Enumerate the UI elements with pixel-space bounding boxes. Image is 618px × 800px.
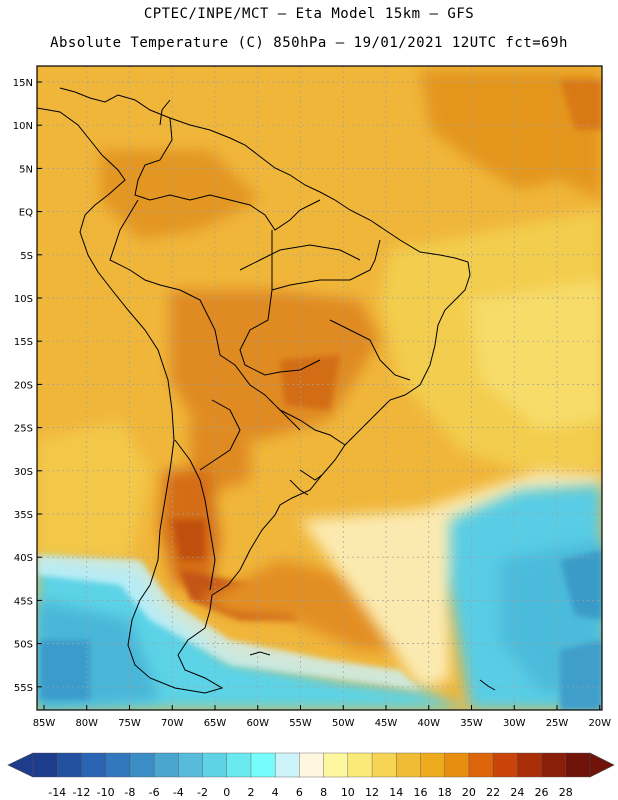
latitude-label: 15N [13, 78, 33, 89]
colorbar-swatch [81, 752, 107, 778]
latitude-label: 20S [14, 380, 33, 391]
temperature-field [37, 66, 602, 710]
map-frame [36, 65, 603, 711]
latitude-label: 10S [14, 294, 33, 305]
colorbar: -14 -12 -10 -8 -6 -4 -2 0 2 4 6 8 10 12 14 16 18 20 22 24 26… [7, 752, 615, 799]
latitude-label: 35S [14, 510, 33, 521]
colorbar-swatch [153, 752, 179, 778]
colorbar-label: -6 [149, 786, 160, 799]
colorbar-swatch [105, 752, 131, 778]
colorbar-label: 24 [510, 786, 524, 799]
latitude-label: 40S [14, 553, 33, 564]
colorbar-swatch [371, 752, 397, 778]
colorbar-label: 2 [247, 786, 254, 799]
colorbar-swatch [299, 752, 325, 778]
colorbar-swatch [517, 752, 543, 778]
colorbar-swatch [492, 752, 518, 778]
longitude-label: 60W [246, 718, 269, 729]
graticule [37, 66, 602, 710]
latitude-label: 50S [14, 640, 33, 651]
colorbar-label: 26 [535, 786, 549, 799]
colorbar-swatch [323, 752, 349, 778]
colorbar-swatch [274, 752, 300, 778]
colorbar-label: 0 [223, 786, 230, 799]
coastlines [37, 87, 496, 694]
colorbar-swatch [250, 752, 276, 778]
latitude-label: 45S [14, 596, 33, 607]
colorbar-swatch [541, 752, 567, 778]
colorbar-label: 20 [462, 786, 476, 799]
colorbar-swatch [129, 752, 155, 778]
colorbar-swatch [57, 752, 82, 778]
map-subtitle: Absolute Temperature (C) 850hPa – 19/01/… [50, 35, 568, 51]
colorbar-label: 12 [365, 786, 379, 799]
longitude-label: 20W [588, 718, 611, 729]
latitude-label: 25S [14, 424, 33, 435]
latitude-label: EQ [19, 208, 33, 219]
longitude-label: 35W [460, 718, 483, 729]
colorbar-label: -14 [48, 786, 66, 799]
colorbar-label: 8 [320, 786, 327, 799]
colorbar-label: 4 [272, 786, 279, 799]
map-title: CPTEC/INPE/MCT – Eta Model 15km – GFS [143, 6, 475, 22]
longitude-label: 40W [417, 718, 440, 729]
longitude-label: 50W [332, 718, 355, 729]
colorbar-label: 28 [559, 786, 573, 799]
colorbar-label: 22 [486, 786, 500, 799]
colorbar-label: -12 [72, 786, 90, 799]
latitude-label: 10N [13, 121, 33, 132]
colorbar-swatch [202, 752, 228, 778]
longitude-labels: 85W 80W 75W 70W 65W 60W 55W 50W 45W 40W 35W 30W 25W 2… [33, 705, 611, 729]
colorbar-swatch [444, 752, 470, 778]
latitude-label: 30S [14, 467, 33, 478]
longitude-label: 80W [75, 718, 98, 729]
colorbar-swatch [420, 752, 446, 778]
latitude-label: 5S [20, 251, 33, 262]
colorbar-label: -8 [124, 786, 135, 799]
longitude-label: 75W [118, 718, 141, 729]
colorbar-swatch [32, 752, 58, 778]
colorbar-swatch [396, 752, 421, 778]
longitude-label: 45W [375, 718, 398, 729]
colorbar-swatch [565, 752, 591, 778]
longitude-label: 55W [289, 718, 312, 729]
colorbar-label: -10 [97, 786, 115, 799]
longitude-label: 85W [33, 718, 56, 729]
colorbar-arrow-low [7, 752, 34, 778]
colorbar-label: 6 [296, 786, 303, 799]
colorbar-label: 18 [438, 786, 452, 799]
latitude-labels: 15N 10N 5N EQ 5S 10S 15S 20S 25S 30S 35S 40S 45S 50S 5… [13, 78, 42, 694]
colorbar-label: 10 [341, 786, 355, 799]
colorbar-swatch [347, 752, 373, 778]
colorbar-arrow-high [589, 752, 615, 778]
colorbar-label: -4 [173, 786, 184, 799]
colorbar-swatch [468, 752, 494, 778]
colorbar-label: -2 [197, 786, 208, 799]
latitude-label: 5N [19, 164, 33, 175]
longitude-label: 30W [503, 718, 526, 729]
colorbar-label: 14 [389, 786, 403, 799]
longitude-label: 65W [204, 718, 227, 729]
longitude-label: 25W [546, 718, 569, 729]
latitude-label: 15S [14, 337, 33, 348]
colorbar-swatch [178, 752, 204, 778]
colorbar-swatch [226, 752, 252, 778]
longitude-label: 70W [161, 718, 184, 729]
latitude-label: 55S [14, 683, 33, 694]
colorbar-label: 16 [413, 786, 427, 799]
